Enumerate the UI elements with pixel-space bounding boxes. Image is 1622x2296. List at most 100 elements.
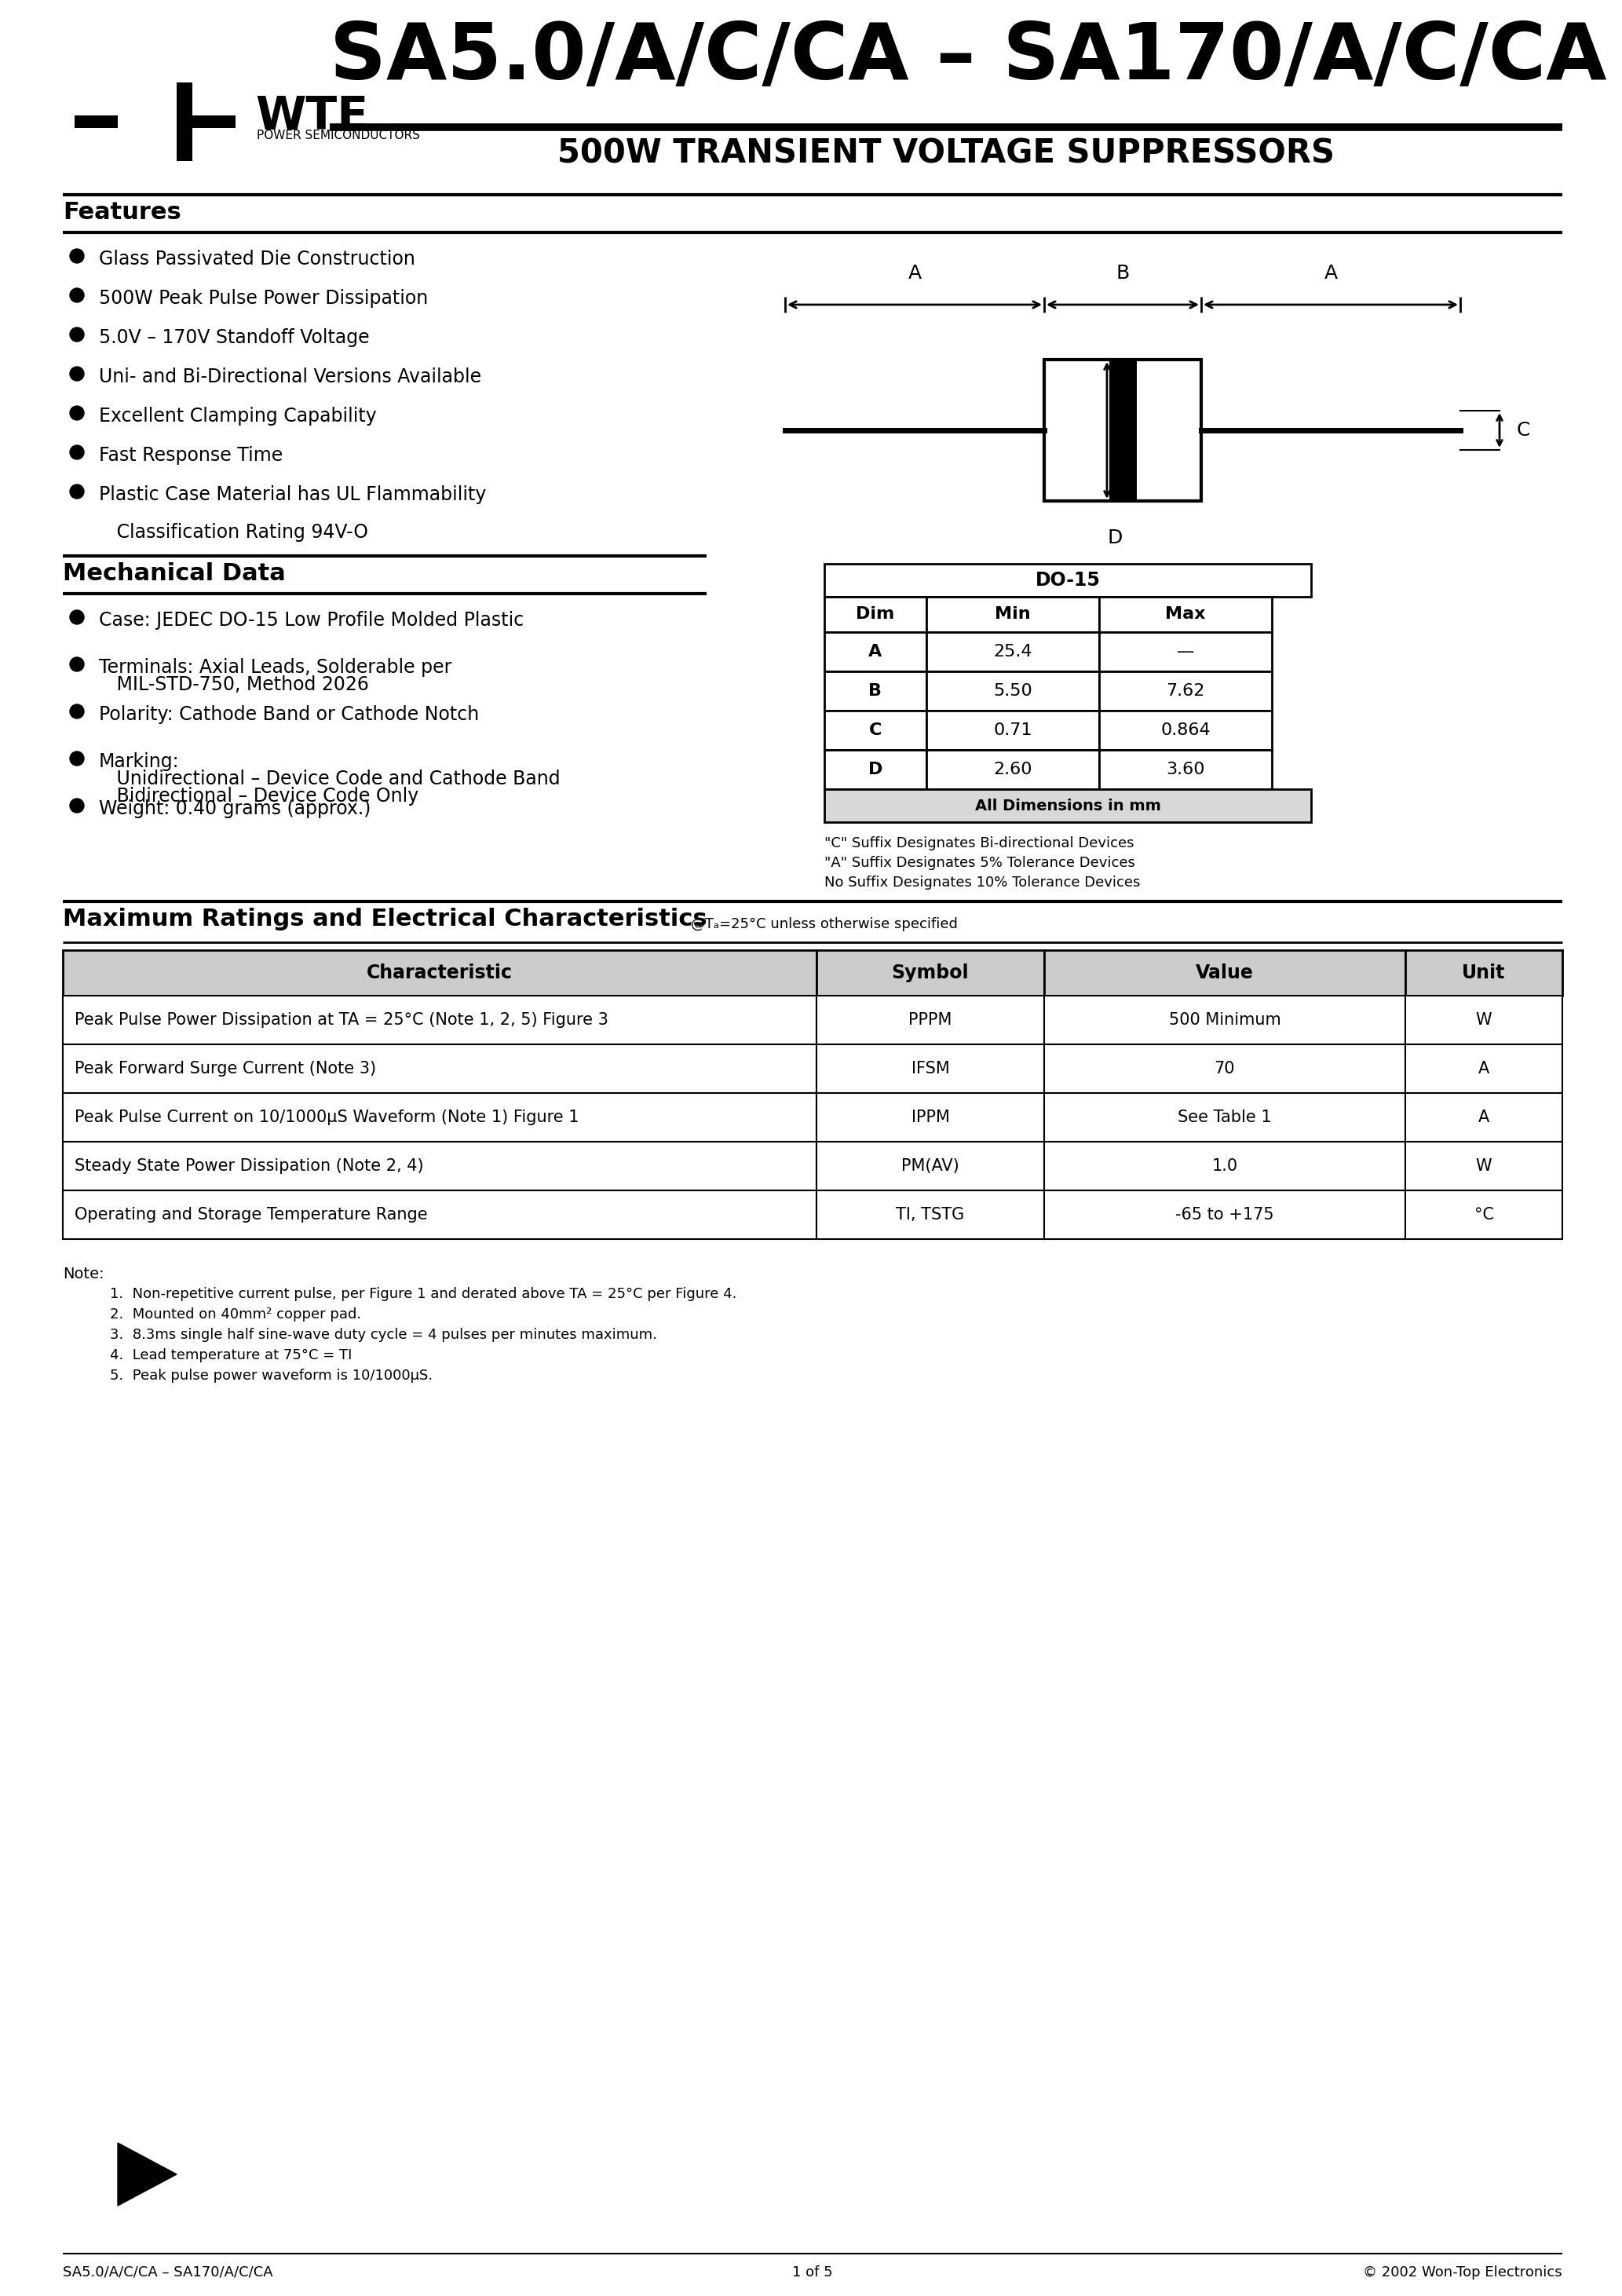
- Circle shape: [70, 248, 84, 264]
- Bar: [1109, 360, 1137, 501]
- Text: PM(AV): PM(AV): [902, 1157, 959, 1173]
- Text: A: A: [1324, 264, 1338, 282]
- Bar: [1405, 1141, 1562, 1189]
- Text: B: B: [869, 684, 882, 698]
- Bar: [816, 1189, 1045, 1240]
- Text: A: A: [869, 643, 882, 659]
- Circle shape: [70, 367, 84, 381]
- Bar: [926, 712, 1100, 751]
- Text: Uni- and Bi-Directional Versions Available: Uni- and Bi-Directional Versions Availab…: [99, 367, 482, 386]
- Circle shape: [70, 484, 84, 498]
- Text: 1.  Non-repetitive current pulse, per Figure 1 and derated above TA = 25°C per F: 1. Non-repetitive current pulse, per Fig…: [110, 1288, 736, 1302]
- Text: Unidirectional – Device Code and Cathode Band: Unidirectional – Device Code and Cathode…: [99, 769, 560, 788]
- Bar: [1405, 1045, 1562, 1093]
- Bar: [1100, 597, 1272, 631]
- Text: @Tₐ=25°C unless otherwise specified: @Tₐ=25°C unless otherwise specified: [691, 916, 957, 932]
- Bar: [824, 597, 926, 631]
- Text: 5.  Peak pulse power waveform is 10/1000μS.: 5. Peak pulse power waveform is 10/1000μ…: [110, 1368, 433, 1382]
- Text: WTE: WTE: [255, 94, 368, 140]
- Bar: [1100, 751, 1272, 790]
- Text: Unit: Unit: [1461, 964, 1505, 983]
- Text: Classification Rating 94V-O: Classification Rating 94V-O: [99, 523, 368, 542]
- Text: Plastic Case Material has UL Flammability: Plastic Case Material has UL Flammabilit…: [99, 484, 487, 505]
- Bar: [75, 115, 118, 129]
- Bar: [824, 790, 1311, 822]
- Bar: [63, 1093, 816, 1141]
- Bar: [816, 951, 1045, 996]
- Circle shape: [70, 406, 84, 420]
- Text: Peak Forward Surge Current (Note 3): Peak Forward Surge Current (Note 3): [75, 1061, 376, 1077]
- Text: All Dimensions in mm: All Dimensions in mm: [975, 799, 1161, 813]
- Circle shape: [70, 328, 84, 342]
- Bar: [926, 631, 1100, 670]
- Text: MIL-STD-750, Method 2026: MIL-STD-750, Method 2026: [99, 675, 368, 693]
- Text: 500W TRANSIENT VOLTAGE SUPPRESSORS: 500W TRANSIENT VOLTAGE SUPPRESSORS: [558, 138, 1335, 170]
- Bar: [63, 1045, 816, 1093]
- Text: Terminals: Axial Leads, Solderable per: Terminals: Axial Leads, Solderable per: [99, 659, 451, 677]
- Bar: [926, 670, 1100, 712]
- Text: POWER SEMICONDUCTORS: POWER SEMICONDUCTORS: [256, 129, 420, 142]
- Text: Symbol: Symbol: [892, 964, 968, 983]
- Bar: [177, 83, 193, 161]
- Text: A: A: [908, 264, 921, 282]
- Text: Marking:: Marking:: [99, 753, 180, 771]
- Text: Note:: Note:: [63, 1267, 104, 1281]
- Text: -65 to +175: -65 to +175: [1176, 1208, 1273, 1221]
- Text: 5.50: 5.50: [993, 684, 1032, 698]
- Bar: [1405, 996, 1562, 1045]
- Text: DO-15: DO-15: [1035, 572, 1100, 590]
- Text: 25.4: 25.4: [993, 643, 1032, 659]
- Bar: [63, 1141, 816, 1189]
- Text: TI, TSTG: TI, TSTG: [895, 1208, 965, 1221]
- Circle shape: [70, 289, 84, 303]
- Text: Bidirectional – Device Code Only: Bidirectional – Device Code Only: [99, 788, 418, 806]
- Text: D: D: [868, 762, 882, 778]
- Bar: [1045, 1141, 1405, 1189]
- Text: Excellent Clamping Capability: Excellent Clamping Capability: [99, 406, 376, 425]
- Text: Max: Max: [1165, 606, 1205, 622]
- Text: °C: °C: [1474, 1208, 1494, 1221]
- Bar: [1045, 1189, 1405, 1240]
- Text: Mechanical Data: Mechanical Data: [63, 563, 285, 585]
- Bar: [824, 751, 926, 790]
- Text: Steady State Power Dissipation (Note 2, 4): Steady State Power Dissipation (Note 2, …: [75, 1157, 423, 1173]
- Text: A: A: [1478, 1061, 1489, 1077]
- Bar: [816, 996, 1045, 1045]
- Text: Peak Pulse Current on 10/1000μS Waveform (Note 1) Figure 1: Peak Pulse Current on 10/1000μS Waveform…: [75, 1109, 579, 1125]
- Bar: [1045, 951, 1405, 996]
- Text: PPPM: PPPM: [908, 1013, 952, 1029]
- Bar: [1045, 996, 1405, 1045]
- Circle shape: [70, 445, 84, 459]
- Text: D: D: [1108, 528, 1122, 546]
- Bar: [824, 712, 926, 751]
- Text: SA5.0/A/C/CA – SA170/A/C/CA: SA5.0/A/C/CA – SA170/A/C/CA: [329, 21, 1607, 96]
- Text: 500 Minimum: 500 Minimum: [1169, 1013, 1281, 1029]
- Bar: [926, 751, 1100, 790]
- Text: 0.864: 0.864: [1160, 723, 1210, 737]
- Text: IPPM: IPPM: [912, 1109, 949, 1125]
- Text: Value: Value: [1195, 964, 1254, 983]
- Text: W: W: [1476, 1013, 1492, 1029]
- Text: C: C: [1517, 420, 1531, 441]
- Bar: [926, 597, 1100, 631]
- Text: See Table 1: See Table 1: [1178, 1109, 1272, 1125]
- Text: 70: 70: [1215, 1061, 1234, 1077]
- Bar: [63, 996, 816, 1045]
- Text: A: A: [1478, 1109, 1489, 1125]
- Text: IFSM: IFSM: [912, 1061, 949, 1077]
- Text: C: C: [869, 723, 882, 737]
- Text: W: W: [1476, 1157, 1492, 1173]
- Text: Characteristic: Characteristic: [367, 964, 513, 983]
- Bar: [1100, 712, 1272, 751]
- Text: 4.  Lead temperature at 75°C = TI: 4. Lead temperature at 75°C = TI: [110, 1348, 352, 1362]
- Text: 500W Peak Pulse Power Dissipation: 500W Peak Pulse Power Dissipation: [99, 289, 428, 308]
- Text: —: —: [1176, 643, 1194, 659]
- Circle shape: [70, 611, 84, 625]
- Text: "C" Suffix Designates Bi-directional Devices: "C" Suffix Designates Bi-directional Dev…: [824, 836, 1134, 850]
- Bar: [1100, 670, 1272, 712]
- Bar: [193, 115, 235, 129]
- Text: 2.60: 2.60: [993, 762, 1032, 778]
- Text: 3.60: 3.60: [1166, 762, 1205, 778]
- Text: Min: Min: [994, 606, 1030, 622]
- Text: Fast Response Time: Fast Response Time: [99, 445, 282, 464]
